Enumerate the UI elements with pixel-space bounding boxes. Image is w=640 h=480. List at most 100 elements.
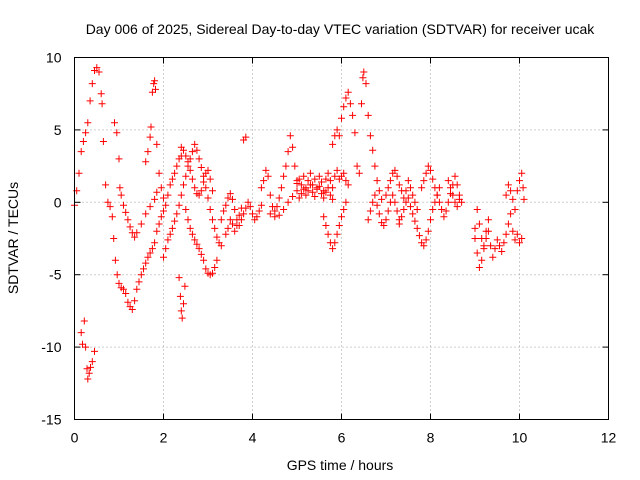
data-point	[271, 213, 279, 221]
data-point	[424, 227, 432, 235]
data-point	[206, 175, 214, 183]
data-point	[249, 210, 256, 218]
data-point	[262, 166, 270, 174]
data-point	[175, 274, 183, 282]
x-tick-label: 12	[601, 430, 617, 446]
data-point	[122, 290, 130, 297]
data-point	[344, 88, 352, 96]
y-tick-label: -5	[49, 267, 62, 283]
data-point	[182, 206, 190, 213]
data-point	[97, 90, 105, 98]
data-point	[487, 242, 495, 250]
data-point	[122, 208, 130, 216]
data-point	[137, 220, 145, 228]
data-point	[382, 216, 390, 224]
data-point	[346, 100, 354, 108]
data-point	[315, 182, 323, 190]
data-point	[113, 129, 121, 137]
x-tick-label: 8	[427, 430, 435, 446]
data-point	[322, 222, 330, 229]
data-point	[418, 184, 426, 192]
data-point	[340, 169, 348, 177]
data-point	[217, 242, 225, 250]
data-point	[116, 184, 124, 192]
data-point	[146, 249, 154, 257]
data-point	[224, 224, 232, 232]
data-point	[471, 235, 479, 242]
data-point	[491, 245, 499, 253]
data-point	[79, 340, 86, 348]
data-point	[340, 206, 348, 213]
data-point	[366, 132, 374, 140]
data-point	[440, 213, 448, 221]
data-point	[120, 285, 127, 293]
data-point	[502, 191, 510, 199]
data-point	[453, 181, 461, 189]
data-point	[93, 64, 101, 72]
data-point	[473, 249, 481, 257]
data-point	[504, 181, 512, 189]
data-point	[504, 220, 512, 228]
data-point	[435, 198, 443, 206]
data-point	[88, 80, 96, 88]
data-point	[326, 191, 334, 199]
data-point	[424, 162, 432, 170]
data-point	[184, 158, 192, 166]
data-point	[384, 207, 392, 215]
data-point	[315, 172, 323, 180]
data-point	[322, 188, 330, 196]
data-point	[260, 177, 268, 185]
data-point	[427, 166, 434, 174]
data-point	[177, 307, 185, 315]
data-point	[144, 148, 152, 156]
data-point	[220, 207, 228, 215]
data-point	[204, 166, 212, 174]
y-tick-label: 5	[54, 122, 62, 138]
data-point	[331, 239, 339, 247]
data-point	[197, 250, 205, 258]
data-point	[275, 211, 283, 219]
data-point	[318, 190, 325, 198]
data-point	[297, 190, 305, 198]
data-point	[311, 193, 319, 200]
data-point	[511, 206, 519, 213]
data-point	[142, 158, 150, 166]
data-point	[95, 68, 103, 76]
data-point	[284, 148, 292, 156]
data-point	[389, 191, 397, 199]
data-point	[229, 220, 236, 228]
data-point	[195, 191, 203, 199]
data-point	[237, 204, 245, 212]
data-point	[77, 148, 85, 156]
data-point	[135, 278, 143, 286]
data-point	[409, 210, 417, 218]
data-point	[157, 213, 165, 221]
data-point	[393, 172, 401, 180]
data-point	[295, 175, 303, 183]
data-point	[309, 188, 317, 196]
data-point	[166, 181, 174, 189]
data-point	[429, 175, 437, 183]
data-point	[98, 100, 106, 108]
data-point	[181, 282, 189, 290]
data-point	[186, 166, 194, 174]
data-point	[360, 68, 368, 76]
data-point	[516, 239, 523, 247]
data-point	[353, 162, 361, 170]
data-point	[329, 140, 337, 148]
data-point	[471, 224, 479, 232]
data-point	[516, 177, 523, 185]
data-point	[164, 191, 172, 199]
data-point	[275, 194, 283, 202]
data-point	[311, 175, 319, 183]
data-point	[193, 240, 201, 248]
data-point	[427, 216, 434, 224]
data-point	[391, 166, 399, 174]
data-point	[342, 94, 350, 102]
data-point	[229, 195, 236, 203]
data-point	[480, 242, 488, 250]
data-point	[152, 85, 159, 93]
data-point	[111, 119, 118, 127]
data-point	[173, 210, 181, 218]
data-point	[438, 206, 446, 213]
